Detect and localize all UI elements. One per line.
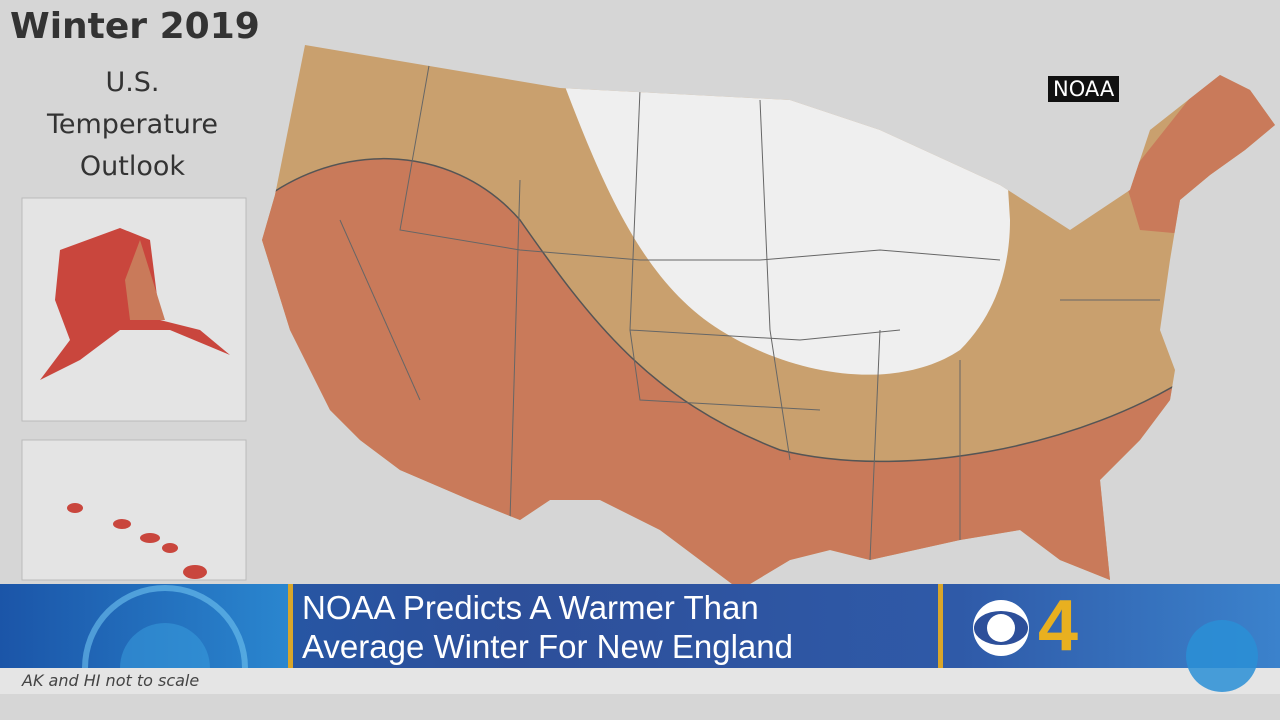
headline: NOAA Predicts A Warmer Than Average Wint…: [302, 588, 793, 666]
divider: [288, 584, 293, 668]
station-number: 4: [1038, 586, 1079, 666]
news-lower-third: NOAA Predicts A Warmer Than Average Wint…: [0, 584, 1280, 668]
subtitle-line: Temperature: [46, 109, 219, 140]
map-subtitle: U.S. Temperature Outlook: [20, 62, 245, 188]
scale-note: AK and HI not to scale: [22, 671, 200, 690]
headline-line: NOAA Predicts A Warmer Than: [302, 589, 759, 626]
hawaii-inset: [21, 439, 247, 581]
source-badge: NOAA: [1048, 76, 1120, 102]
cbs-eye-graphic: [0, 584, 288, 668]
footer-strip: [0, 668, 1280, 694]
equal-chances-zone: [555, 60, 1010, 375]
alaska-inset: [21, 197, 247, 422]
headline-line: Average Winter For New England: [302, 628, 793, 665]
subtitle-line: U.S.: [105, 67, 160, 98]
subtitle-line: Outlook: [79, 151, 186, 182]
divider: [938, 584, 943, 668]
map-title: Winter 2019: [10, 6, 260, 47]
noaa-logo-icon: [1186, 620, 1258, 692]
cbs-eye-icon: [973, 600, 1029, 656]
